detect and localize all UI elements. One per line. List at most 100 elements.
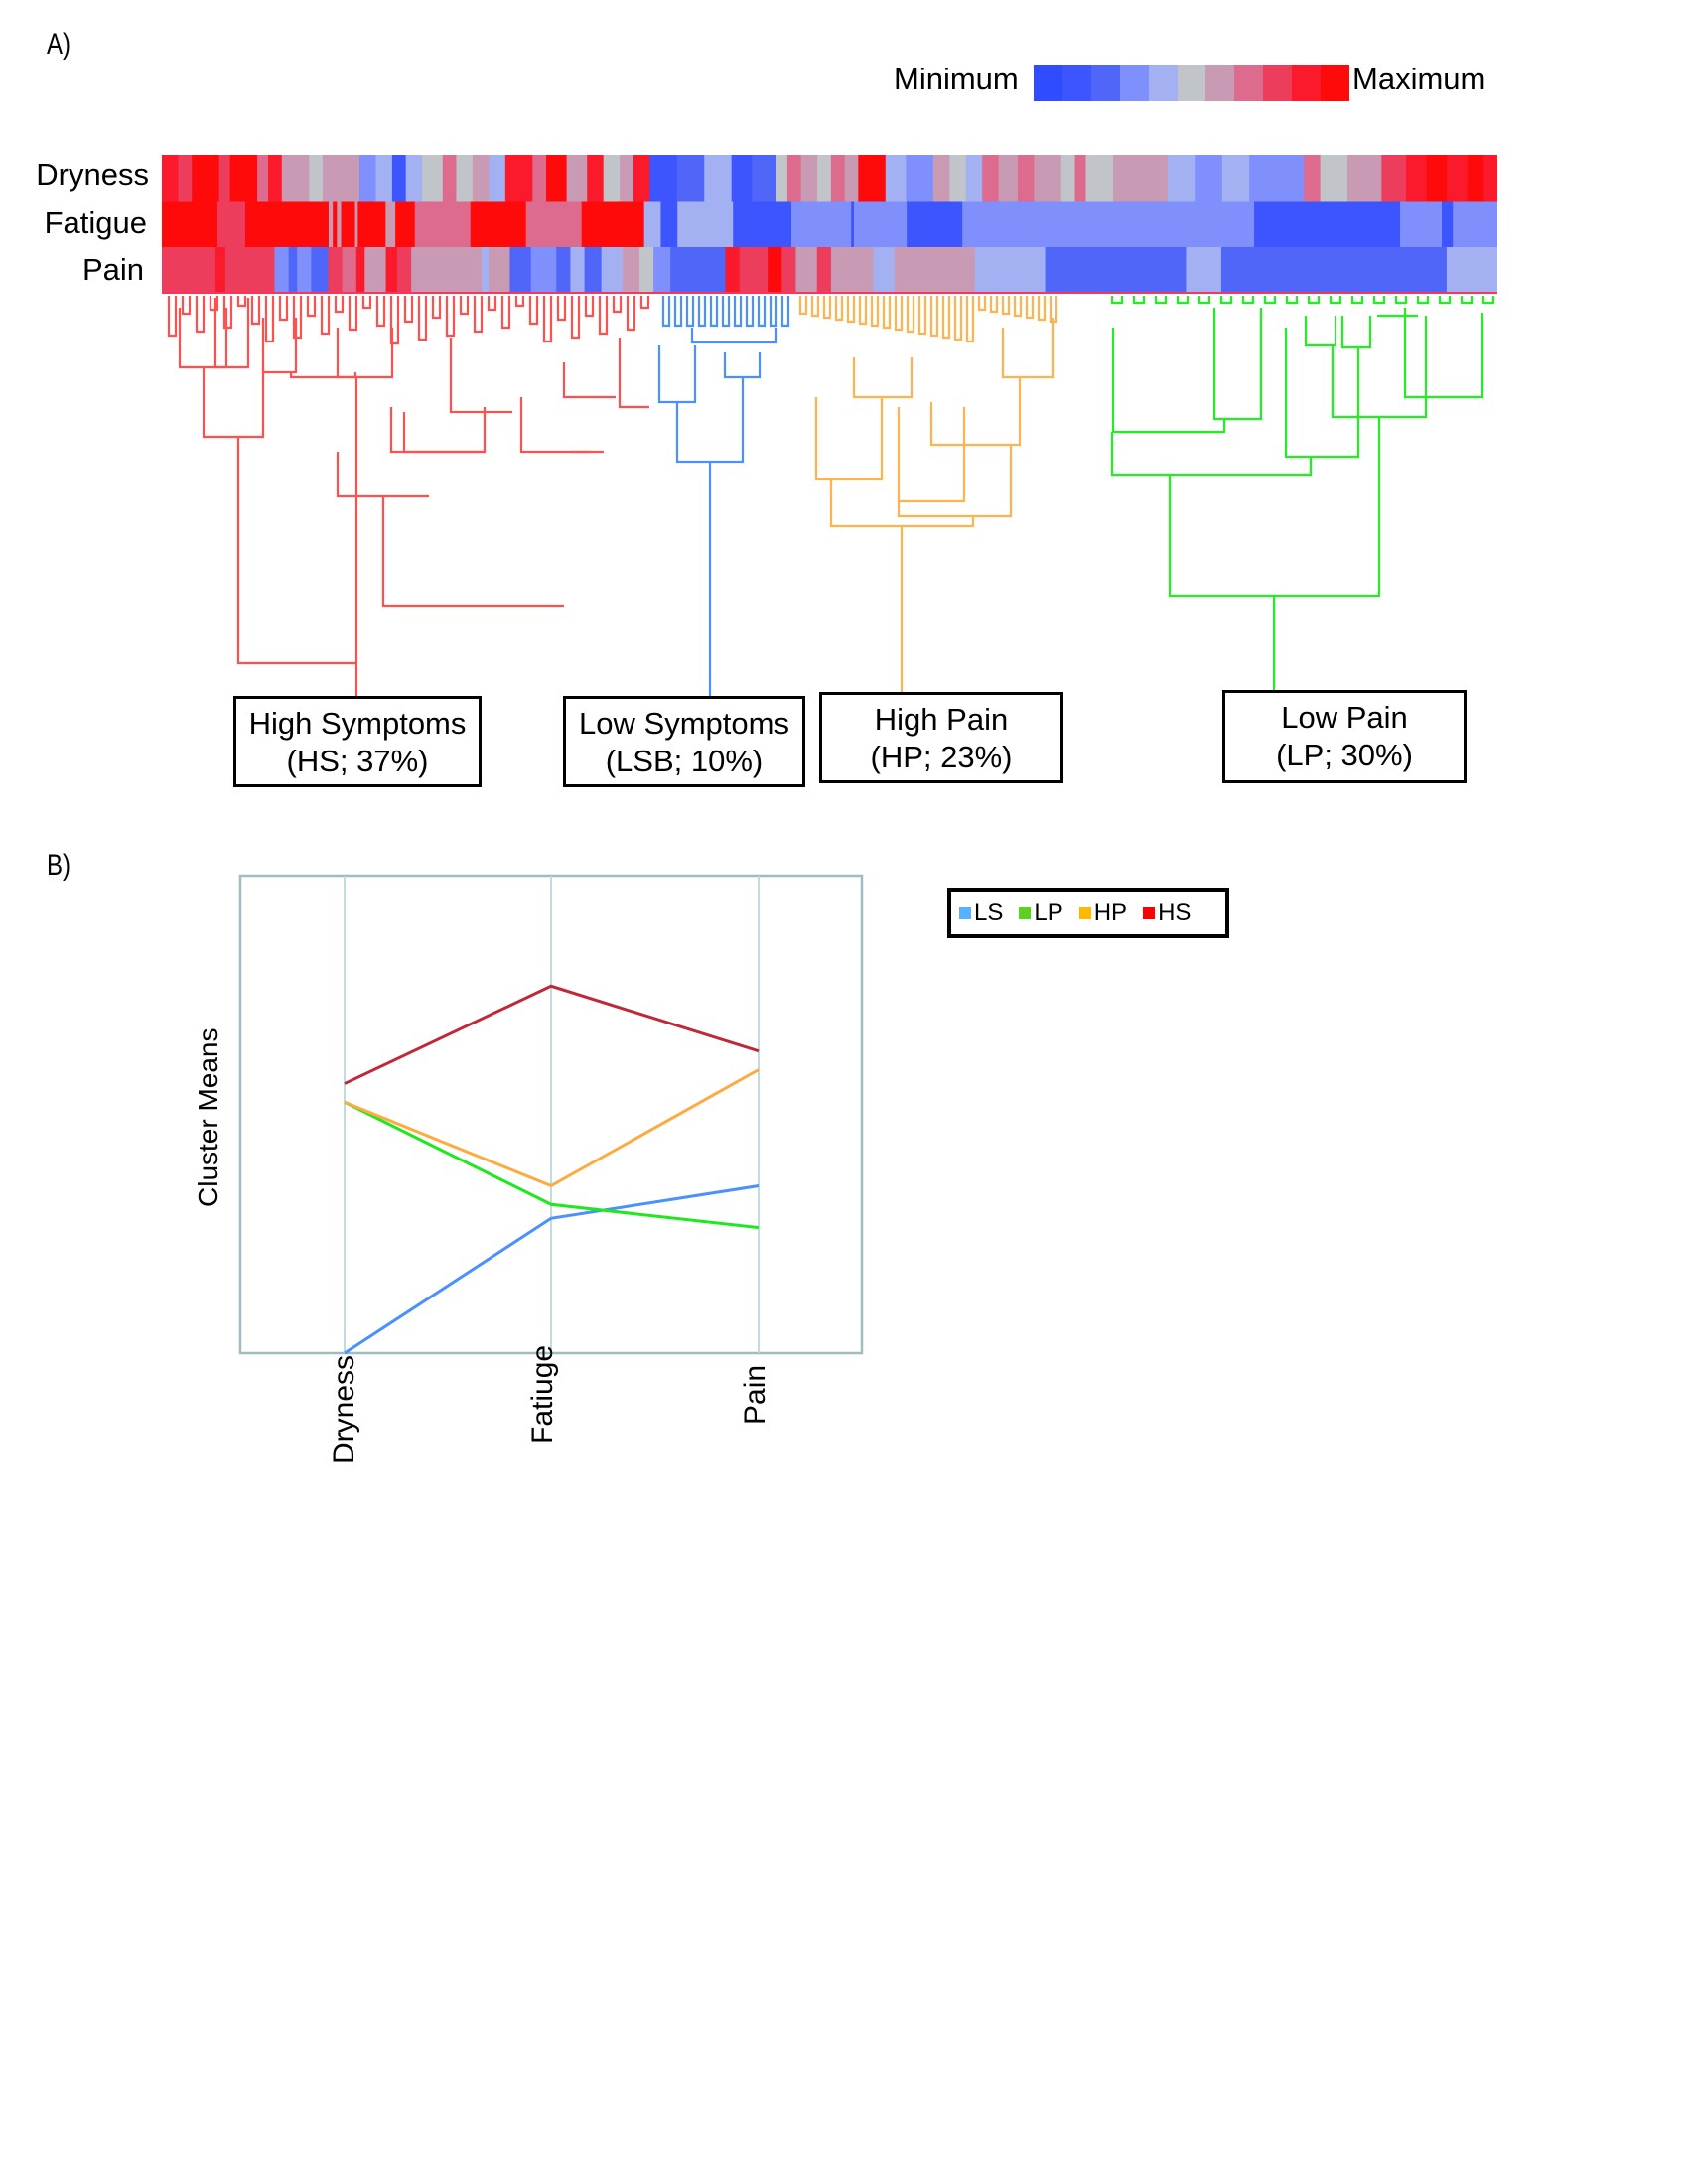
dendrogram-link <box>814 397 884 481</box>
cluster-box-lsb: Low Symptoms (LSB; 10%) <box>563 696 805 787</box>
dendrogram-link <box>1263 296 1277 305</box>
heatmap-cell-fatigue <box>660 201 678 248</box>
color-scale-step <box>1263 65 1293 101</box>
dendrogram-link <box>810 296 820 318</box>
heatmap-cell-pain <box>768 247 782 294</box>
x-tick-fatigue: Fatiuge <box>526 1344 559 1444</box>
heatmap-cell-dryness <box>633 155 650 202</box>
dendrogram-link <box>431 296 442 320</box>
dendrogram-link <box>965 296 975 343</box>
dendrogram-link <box>929 296 939 338</box>
heatmap-cell-dryness <box>1347 155 1382 202</box>
dendrogram-link <box>562 362 616 399</box>
heatmap-cell-fatigue <box>643 201 662 248</box>
heatmap-cell-fatigue <box>851 201 855 248</box>
dendrogram-link <box>618 338 649 409</box>
dendrogram-link <box>1132 296 1146 305</box>
dendrogram-link <box>236 377 358 665</box>
dendrogram-link <box>264 296 275 343</box>
heatmap-cell-dryness <box>456 155 474 202</box>
dendrogram <box>167 296 1495 696</box>
dendrogram-link <box>897 407 966 503</box>
heatmap-cell-dryness <box>405 155 423 202</box>
heatmap-cell-fatigue <box>791 201 813 248</box>
cluster-lsb-name: Low Symptoms <box>579 706 789 741</box>
dendrogram-link <box>514 296 525 308</box>
dendrogram-link <box>917 296 927 336</box>
dendrogram-link <box>1331 316 1428 419</box>
dendrogram-link <box>1013 296 1023 318</box>
heatmap-cell-dryness <box>1195 155 1223 202</box>
heatmap-cell-dryness <box>359 155 377 202</box>
dendrogram-link <box>278 296 289 322</box>
heatmap-cell-dryness <box>442 155 458 202</box>
legend-item-ls: LS <box>959 899 1003 927</box>
heatmap-cell-fatigue <box>333 201 338 248</box>
dendrogram-link <box>852 357 914 399</box>
dendrogram-link <box>1438 296 1452 305</box>
heatmap-cell-pain <box>670 247 691 294</box>
color-scale-step <box>1090 65 1120 101</box>
dendrogram-link <box>953 296 963 341</box>
cluster-hs-name: High Symptoms <box>248 706 467 741</box>
heatmap-cell-pain <box>364 247 387 294</box>
dendrogram-link <box>1025 296 1035 320</box>
cluster-lp-name: Low Pain <box>1281 700 1408 735</box>
dendrogram-link <box>1154 296 1168 305</box>
cluster-hp-name: High Pain <box>874 702 1009 737</box>
heatmap-cell-dryness <box>1017 155 1035 202</box>
dendrogram-link <box>882 296 892 330</box>
dendrogram-link <box>612 296 623 314</box>
heatmap-cell-pain <box>425 247 483 294</box>
dendrogram-link <box>1197 296 1211 305</box>
heatmap-cell-fatigue <box>244 201 330 248</box>
heatmap-cell-dryness <box>546 155 568 202</box>
heatmap-cell-pain <box>530 247 557 294</box>
dendrogram-link <box>723 352 762 379</box>
heatmap-cell-pain <box>781 247 797 294</box>
dendrogram-link <box>834 296 844 322</box>
heatmap-cell-dryness <box>472 155 490 202</box>
panel-a-label: A) <box>47 28 70 61</box>
heatmap-cell-fatigue <box>1442 201 1454 248</box>
heatmap-cell-fatigue <box>812 201 822 248</box>
dendrogram-link <box>213 298 250 369</box>
cluster-lp-detail: (LP; 30%) <box>1276 738 1413 772</box>
heatmap-cell-dryness <box>268 155 283 202</box>
heatmap-cell-dryness <box>322 155 345 202</box>
heatmap-row-label-fatigue: Fatigue <box>44 205 147 240</box>
heatmap-cell-dryness <box>1320 155 1348 202</box>
dendrogram-link <box>334 296 345 314</box>
heatmap-cell-pain <box>556 247 572 294</box>
dendrogram-link <box>897 445 1013 518</box>
cluster-box-lp: Low Pain (LP; 30%) <box>1222 690 1467 783</box>
heatmap-cell-pain <box>411 247 426 294</box>
heatmap-cell-dryness <box>775 155 788 202</box>
dendrogram-link <box>292 296 303 340</box>
dendrogram-link <box>500 296 511 330</box>
dendrogram-link <box>417 296 428 341</box>
heatmap-cell-pain <box>1220 247 1448 294</box>
dendrogram-link <box>528 296 539 326</box>
dendrogram-link <box>348 296 358 332</box>
heatmap-cell-pain <box>690 247 727 294</box>
heatmap-cell-fatigue <box>162 201 218 248</box>
legend-label-hs: HS <box>1158 899 1192 926</box>
heatmap-cell-pain <box>355 247 365 294</box>
heatmap-cell-dryness <box>391 155 407 202</box>
legend-label-lp: LP <box>1034 899 1063 926</box>
heatmap-cell-dryness <box>1406 155 1428 202</box>
heatmap-cell-fatigue <box>414 201 472 248</box>
dendrogram-link <box>1176 296 1190 305</box>
x-tick-pain: Pain <box>739 1364 772 1425</box>
dendrogram-link <box>1304 316 1337 347</box>
heatmap-cell-dryness <box>229 155 258 202</box>
dendrogram-link <box>1340 316 1372 349</box>
dendrogram-link <box>556 296 567 322</box>
heatmap-cell-pain <box>653 247 671 294</box>
color-scale-step <box>1177 65 1206 101</box>
dendrogram-link <box>870 296 880 328</box>
dendrogram-link <box>261 318 298 374</box>
legend-label-ls: LS <box>974 899 1004 926</box>
dendrogram-link <box>250 296 261 326</box>
